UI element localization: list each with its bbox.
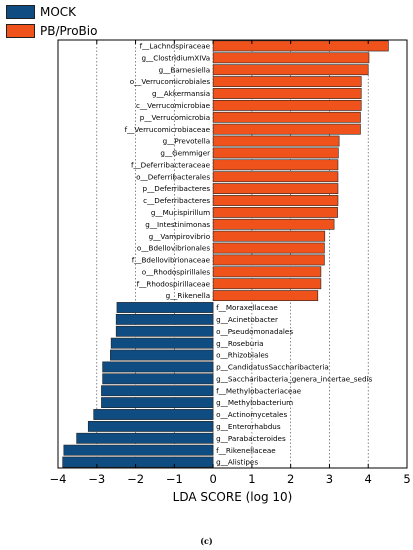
bar-label-3: o__Verrucomicrobiales [130, 77, 211, 86]
bar-0 [212, 40, 389, 52]
bar-label-8: g__Prevotella [163, 137, 210, 146]
bar-label-16: g__Vampirovibrio [149, 232, 210, 241]
bar-9 [212, 147, 339, 159]
bar-18 [212, 254, 325, 266]
bar-label-9: g__Gemmiger [160, 149, 210, 158]
bar-19 [212, 266, 322, 278]
bar-16 [212, 230, 326, 242]
bar-32 [87, 420, 214, 432]
bar-label-28: g__Saccharibacteria_genera_incertae_sedi… [216, 374, 372, 383]
bar-28 [102, 373, 214, 385]
bar-12 [212, 183, 339, 195]
legend-item-pbprobio: PB/ProBio [6, 21, 97, 40]
bar-label-7: f__Verrucomicrobiaceae [125, 125, 211, 134]
bar-label-10: f__Deferribacteraceae [131, 160, 211, 169]
bar-29 [101, 385, 214, 397]
x-tick-label-3: −1 [166, 472, 183, 486]
bar-15 [212, 218, 335, 230]
bar-label-5: c__Verrucomicrobiae [136, 101, 211, 110]
bar-35 [62, 456, 214, 468]
bar-7 [212, 123, 361, 135]
bar-24 [115, 325, 214, 337]
chart-legend: MOCK PB/ProBio [6, 2, 97, 40]
bar-6 [212, 111, 361, 123]
x-tick-label-6: 2 [287, 472, 294, 486]
bar-label-0: f__Lachnospiraceae [140, 42, 211, 51]
bar-label-20: f__Rhodospirillaceae [137, 279, 211, 288]
bar-4 [212, 88, 362, 99]
bar-31 [93, 409, 214, 420]
legend-label-mock: MOCK [40, 4, 77, 19]
bar-21 [212, 290, 319, 302]
bar-8 [212, 135, 340, 147]
figure-caption: (c) [200, 536, 213, 546]
bar-label-19: o__Rhodospirillales [142, 267, 211, 276]
bar-20 [212, 278, 322, 290]
x-tick-label-4: 0 [209, 472, 216, 486]
bar-label-6: p__Verrucomicrobia [140, 113, 210, 122]
bar-label-18: f__Bdellovibrionaceae [132, 256, 211, 265]
bar-label-25: g__Roseburia [216, 339, 263, 348]
bar-label-22: f__Moraxellaceae [216, 303, 278, 312]
legend-item-mock: MOCK [6, 2, 97, 21]
bar-13 [212, 195, 339, 206]
legend-swatch-mock [6, 4, 35, 19]
bar-label-4: g__Akkermansia [152, 89, 210, 98]
bar-33 [76, 432, 214, 444]
x-tick-label-1: −3 [88, 472, 105, 486]
bar-25 [110, 337, 214, 349]
bar-30 [101, 397, 214, 409]
bar-label-33: g__Parabacteroides [216, 434, 286, 443]
bar-label-15: g__Intestinimonas [145, 220, 210, 229]
bar-label-29: f__Methylobacteriaceae [216, 386, 302, 395]
legend-label-pbprobio: PB/ProBio [40, 23, 98, 38]
bar-11 [212, 171, 339, 183]
bar-label-32: g__Enterorhabdus [216, 422, 281, 431]
bar-10 [212, 159, 339, 171]
bar-26 [110, 349, 214, 361]
bar-27 [102, 361, 214, 373]
bar-1 [212, 52, 370, 64]
bar-label-14: g__Mucispirillum [151, 208, 210, 217]
bar-label-31: o__Actinomycetales [216, 410, 287, 419]
bar-17 [212, 242, 325, 254]
x-axis-label: LDA SCORE (log 10) [173, 490, 293, 504]
bar-2 [212, 64, 369, 76]
bar-34 [63, 444, 214, 456]
x-tick-label-8: 4 [365, 472, 372, 486]
bar-label-11: o__Deferribacterales [136, 172, 210, 181]
bar-label-12: p__Deferribacteres [143, 184, 211, 193]
bar-label-13: c__Deferribacteres [143, 196, 210, 205]
bar-label-30: g__Methylobacterium [216, 398, 293, 407]
x-tick-label-2: −2 [127, 472, 144, 486]
plot-frame [57, 39, 408, 469]
x-tick-label-9: 5 [403, 472, 410, 486]
bar-label-17: o__Bdellovibrionales [137, 244, 210, 253]
bar-label-23: g__Acinetobacter [216, 315, 278, 324]
bar-14 [212, 206, 338, 218]
legend-swatch-pbprobio [6, 23, 35, 38]
bar-label-21: g__Rikenella [166, 291, 210, 300]
bar-label-26: o__Rhizobiales [216, 351, 269, 360]
bar-3 [212, 76, 362, 88]
bar-label-24: o__Pseudomonadales [216, 327, 293, 336]
bar-label-1: g__ClostridiumXIVa [142, 53, 211, 62]
bar-5 [212, 99, 362, 111]
bar-23 [115, 313, 214, 325]
x-tick-label-0: −4 [50, 472, 67, 486]
x-tick-label-5: 1 [248, 472, 255, 486]
bar-label-34: f__Rikenellaceae [216, 446, 276, 455]
bar-22 [116, 302, 214, 313]
bar-label-2: g__Barnesiella [159, 65, 210, 74]
bar-label-27: p__CandidatusSaccharibacteria [216, 363, 329, 372]
bar-label-35: g__Alistipes [216, 458, 258, 467]
x-tick-label-7: 3 [326, 472, 333, 486]
